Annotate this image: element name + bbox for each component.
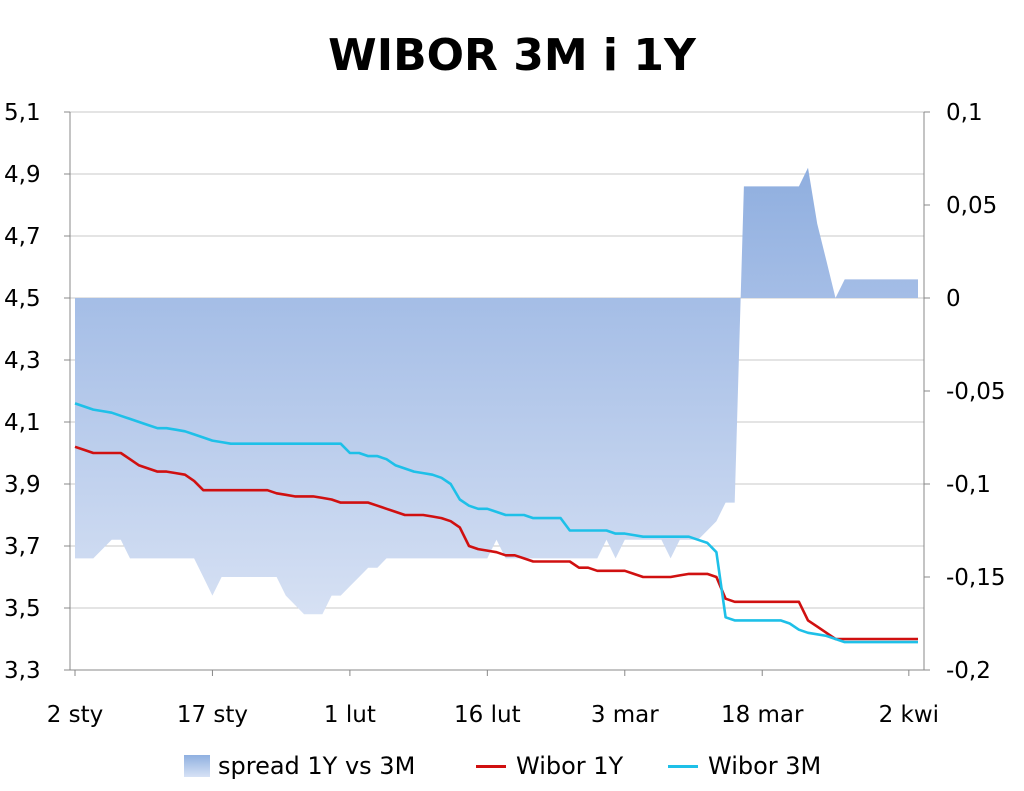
y-left-tick-label: 3,3 — [4, 658, 41, 684]
legend-swatch-wibor-1y — [476, 764, 506, 768]
legend-item-wibor-1y: Wibor 1Y — [476, 748, 623, 784]
x-tick-label: 17 sty — [177, 702, 248, 728]
y-right-tick-label: -0,2 — [946, 658, 991, 684]
y-right-tick-label: -0,1 — [946, 472, 991, 498]
legend-label-spread: spread 1Y vs 3M — [218, 752, 416, 780]
legend-item-wibor-3m: Wibor 3M — [668, 748, 821, 784]
x-tick-label: 2 kwi — [879, 702, 939, 728]
y-right-tick-label: 0 — [946, 286, 961, 312]
spread-area-layer — [75, 167, 918, 615]
x-tick-label: 2 sty — [47, 702, 104, 728]
legend-label-wibor-3m: Wibor 3M — [708, 752, 822, 780]
x-tick-label: 1 lut — [324, 702, 376, 728]
y-left-tick-label: 4,5 — [4, 286, 41, 312]
spread-area — [75, 167, 918, 615]
legend-label-wibor-1y: Wibor 1Y — [516, 752, 624, 780]
legend-swatch-spread — [184, 755, 210, 777]
y-left-tick-label: 4,3 — [4, 348, 41, 374]
legend: spread 1Y vs 3M Wibor 1Y Wibor 3M — [0, 748, 1024, 784]
legend-item-spread: spread 1Y vs 3M — [184, 748, 415, 784]
y-left-tick-label: 4,1 — [4, 410, 41, 436]
y-left-tick-label: 3,7 — [4, 534, 41, 560]
y-left-tick-label: 5,1 — [4, 100, 41, 126]
y-left-tick-label: 3,9 — [4, 472, 41, 498]
y-left-tick-label: 3,5 — [4, 596, 41, 622]
series-lines — [74, 402, 918, 644]
wibor-1y-line — [74, 445, 918, 641]
x-tick-labels: 2 sty 17 sty 1 lut 16 lut 3 mar 18 mar 2 kwi — [47, 702, 939, 728]
y-right-tick-labels: -0,2 -0,15 -0,1 -0,05 0 0,05 0,1 — [946, 100, 1006, 684]
x-tick-label: 16 lut — [454, 702, 521, 728]
y-right-tick-label: -0,15 — [946, 565, 1006, 591]
y-right-tick-label: 0,05 — [946, 193, 997, 219]
y-right-tick-label: -0,05 — [946, 379, 1006, 405]
wibor-3m-line — [74, 402, 918, 644]
chart-title: WIBOR 3M i 1Y — [328, 30, 696, 81]
axes — [64, 111, 930, 676]
x-tick-label: 18 mar — [721, 702, 804, 728]
legend-swatch-wibor-3m — [668, 764, 698, 768]
y-right-tick-label: 0,1 — [946, 100, 983, 126]
y-left-tick-label: 4,9 — [4, 162, 41, 188]
y-left-tick-label: 4,7 — [4, 224, 41, 250]
y-left-tick-labels: 3,3 3,5 3,7 3,9 4,1 4,3 4,5 4,7 4,9 5,1 — [4, 100, 41, 684]
x-tick-label: 3 mar — [591, 702, 659, 728]
